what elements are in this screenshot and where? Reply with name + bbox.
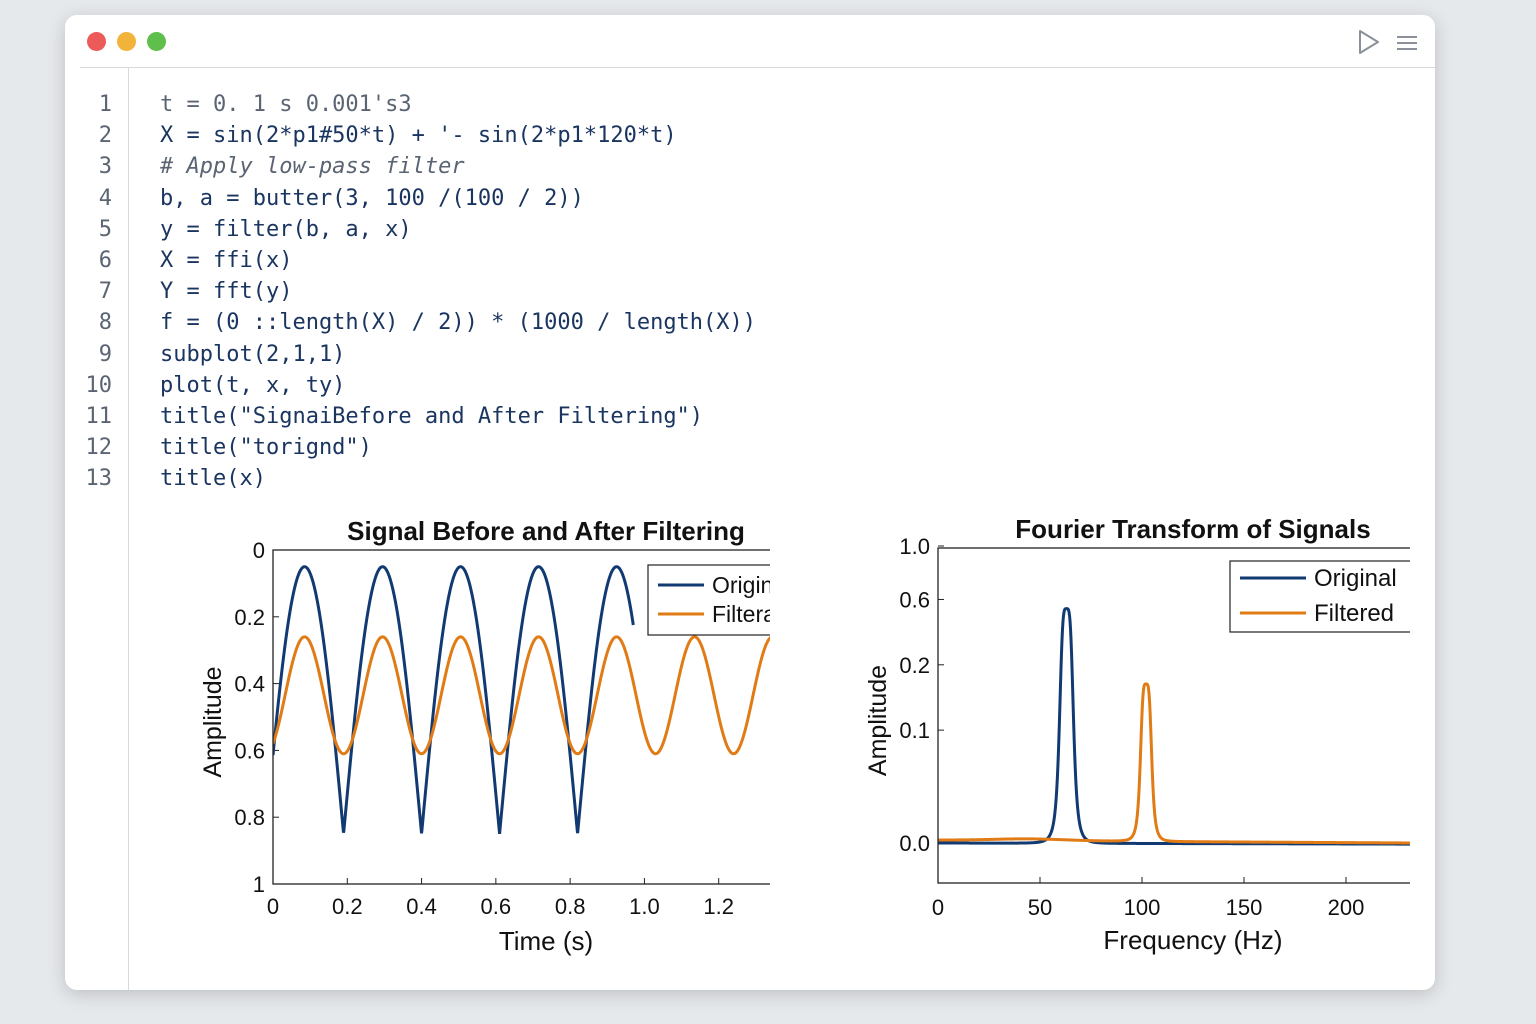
x-tick-label: 1.0 xyxy=(629,894,660,919)
line-number-gutter: 1 2 3 4 5 6 7 8 9 10 11 12 13 xyxy=(65,68,129,990)
x-tick-label: 0.6 xyxy=(481,894,512,919)
x-tick-label: 1.2 xyxy=(703,894,734,919)
x-tick-label: 0 xyxy=(267,894,279,919)
line-number: 10 xyxy=(85,372,113,398)
code-line[interactable]: title("SignaiBefore and After Filtering"… xyxy=(160,404,704,429)
legend-label-1: Original xyxy=(712,572,770,598)
time-domain-plot: 00.20.40.60.81.01.21.400.20.40.60.81Sign… xyxy=(130,498,820,958)
series-line-original xyxy=(938,607,1435,846)
line-number: 1 xyxy=(98,92,112,117)
legend-box xyxy=(1229,560,1435,633)
chart-title: Signal Before and After Filtering xyxy=(347,516,745,546)
y-tick-label: 0.8 xyxy=(234,805,265,830)
line-number: 6 xyxy=(98,248,112,273)
y-axis-label: Amplitude xyxy=(864,665,892,776)
y-tick-label: 0 xyxy=(253,538,265,563)
code-line[interactable]: X = ffi(x) xyxy=(160,248,293,273)
title-bar xyxy=(65,15,1435,67)
play-icon[interactable] xyxy=(1357,29,1381,55)
y-tick-label: 1.0 xyxy=(899,534,930,559)
code-line[interactable]: plot(t, x, ty) xyxy=(160,372,346,398)
x-tick-label: 0.4 xyxy=(406,894,437,919)
line-number: 13 xyxy=(85,466,113,492)
legend-label-2: Filtered xyxy=(1314,600,1394,627)
code-line[interactable]: title(x) xyxy=(160,466,266,492)
legend-label-2: Filterad xyxy=(712,601,770,627)
series-line-filterad xyxy=(273,635,819,756)
y-tick-label: 0.6 xyxy=(899,587,930,612)
code-line[interactable]: # Apply low-pass filter xyxy=(160,154,465,180)
y-tick-label: 0.0 xyxy=(899,831,930,856)
y-tick-label: 0.2 xyxy=(899,653,930,678)
x-tick-label: 0.8 xyxy=(555,894,586,919)
minimize-icon[interactable] xyxy=(117,32,136,51)
line-number: 2 xyxy=(98,123,112,149)
code-line[interactable]: t = 0. 1 s 0.001's3 xyxy=(160,92,412,117)
line-number: 7 xyxy=(98,279,112,305)
code-line[interactable]: b, a = butter(3, 100 /(100 / 2)) xyxy=(160,185,584,211)
y-tick-label: 0.4 xyxy=(234,672,265,697)
x-tick-label: 0 xyxy=(932,895,944,920)
x-tick-label: 200 xyxy=(1328,895,1365,920)
title-bar-divider xyxy=(80,67,1435,68)
plot-axes-frame xyxy=(937,547,1435,884)
code-line[interactable]: f = (0 ::length(X) / 2)) * (1000 / lengt… xyxy=(160,310,757,336)
chart-title: Fourier Transform of Signals xyxy=(1015,514,1370,544)
y-tick-label: 0.6 xyxy=(234,738,265,763)
line-number: 8 xyxy=(98,310,112,336)
close-icon[interactable] xyxy=(87,32,106,51)
x-tick-label: 100 xyxy=(1124,895,1161,920)
x-tick-label: 50 xyxy=(1028,895,1052,920)
code-line[interactable]: subplot(2,1,1) xyxy=(160,341,346,367)
maximize-icon[interactable] xyxy=(147,32,166,51)
series-line-filtered xyxy=(938,682,1435,845)
editor-window: 1 2 3 4 5 6 7 8 9 10 11 12 13 t = 0. 1 s 0.001's3 X =… xyxy=(65,15,1435,990)
line-number: 12 xyxy=(85,435,113,461)
series-line-original xyxy=(273,565,635,834)
y-tick-label: 1 xyxy=(253,872,265,897)
line-number: 4 xyxy=(98,185,112,211)
y-axis-label: Amplitude xyxy=(199,666,227,777)
y-tick-label: 0.1 xyxy=(899,718,930,743)
x-axis-label: Frequency (Hz) xyxy=(1103,925,1282,955)
y-tick-label: 0.2 xyxy=(234,605,265,630)
line-number: 3 xyxy=(98,154,112,180)
code-line[interactable]: X = sin(2*p1#50*t) + '- sin(2*p1*120*t) xyxy=(160,123,677,149)
hamburger-icon[interactable] xyxy=(1396,35,1418,51)
line-number: 5 xyxy=(98,216,112,242)
time-domain-chart: 00.20.40.60.81.01.21.400.20.40.60.81Sign… xyxy=(199,516,820,956)
code-line[interactable]: y = filter(b, a, x) xyxy=(160,216,412,242)
x-axis-label: Time (s) xyxy=(499,926,593,956)
line-number: 11 xyxy=(85,404,113,429)
x-tick-label: 150 xyxy=(1226,895,1263,920)
x-tick-label: 0.2 xyxy=(332,894,363,919)
legend-label-1: Original xyxy=(1314,565,1397,592)
code-line[interactable]: title("torignd") xyxy=(160,435,372,461)
code-line[interactable]: Y = fft(y) xyxy=(160,279,293,305)
line-number: 9 xyxy=(98,341,112,367)
